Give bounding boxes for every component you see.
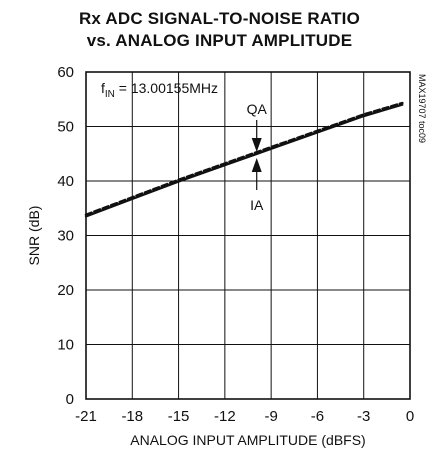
chart-title: Rx ADC SIGNAL-TO-NOISE RATIO vs. ANALOG … bbox=[0, 8, 439, 52]
x-tick-label: -15 bbox=[168, 408, 190, 425]
y-tick-label: 20 bbox=[57, 282, 74, 299]
series-line-qa bbox=[84, 101, 404, 217]
chart-title-line-2: vs. ANALOG INPUT AMPLITUDE bbox=[86, 31, 353, 50]
y-tick-label: 30 bbox=[57, 228, 74, 245]
y-tick-label: 40 bbox=[57, 173, 74, 190]
x-tick-label: 0 bbox=[406, 408, 414, 425]
chart-title-line-1: Rx ADC SIGNAL-TO-NOISE RATIO bbox=[78, 9, 361, 28]
x-tick-label: -18 bbox=[121, 408, 143, 425]
y-tick-label: 50 bbox=[57, 119, 74, 136]
y-tick-label: 60 bbox=[57, 64, 74, 81]
qa-label: QA bbox=[247, 101, 268, 117]
x-tick-label: -6 bbox=[311, 408, 324, 425]
y-tick-label: 10 bbox=[57, 337, 74, 354]
document-code: MAX19707 toc09 bbox=[417, 74, 427, 143]
qa-arrow-head bbox=[251, 138, 262, 152]
y-tick-label: 0 bbox=[66, 391, 74, 408]
x-axis-label: ANALOG INPUT AMPLITUDE (dBFS) bbox=[130, 432, 365, 448]
y-axis-label: SNR (dB) bbox=[26, 206, 42, 266]
frequency-label: fIN = 13.00155MHz bbox=[101, 80, 218, 100]
x-tick-label: -21 bbox=[75, 408, 97, 425]
x-tick-label: -12 bbox=[214, 408, 236, 425]
x-tick-label: -3 bbox=[357, 408, 370, 425]
series-line-ia bbox=[84, 103, 404, 218]
x-tick-label: -9 bbox=[264, 408, 277, 425]
ia-label: IA bbox=[250, 197, 264, 213]
ia-arrow-head bbox=[251, 158, 262, 172]
